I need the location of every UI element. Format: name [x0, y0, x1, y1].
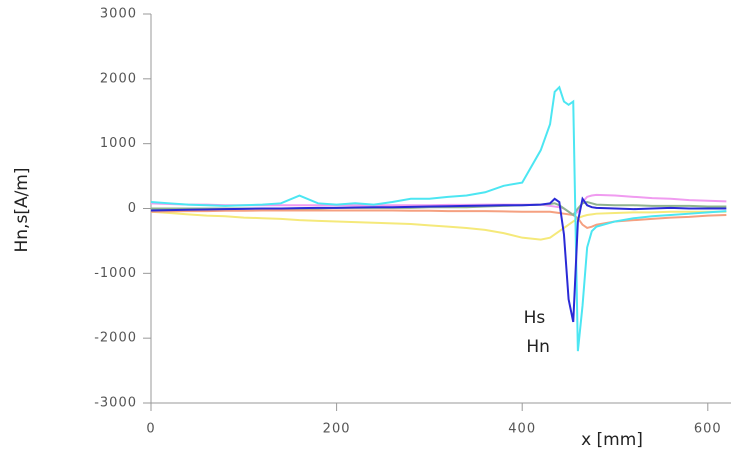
y-tick-label: -1000: [94, 266, 137, 281]
y-tick-label: -2000: [94, 331, 137, 346]
y-tick-label: 1000: [100, 136, 137, 151]
series-line: [150, 196, 727, 323]
series-line: [150, 85, 727, 352]
y-tick-label: 0: [128, 201, 137, 216]
x-tick-label: 0: [146, 422, 155, 437]
series-label: Hn: [526, 337, 550, 357]
x-tick-label: 600: [694, 422, 722, 437]
x-axis-label: x [mm]: [581, 430, 643, 450]
x-tick-label: 400: [508, 422, 536, 437]
y-axis-label: Hn,s[A/m]: [12, 168, 32, 253]
x-tick-label: 200: [323, 422, 351, 437]
y-tick-label: 2000: [100, 71, 137, 86]
y-tick-label: 3000: [100, 7, 137, 22]
y-tick-label: -3000: [94, 396, 137, 411]
series-line: [150, 210, 727, 241]
series-label: Hs: [524, 308, 546, 328]
